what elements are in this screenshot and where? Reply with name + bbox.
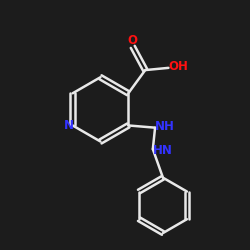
Text: HN: HN xyxy=(153,144,172,157)
Text: O: O xyxy=(128,34,138,47)
Text: OH: OH xyxy=(168,60,188,74)
Text: N: N xyxy=(64,119,74,132)
Text: NH: NH xyxy=(155,120,175,133)
